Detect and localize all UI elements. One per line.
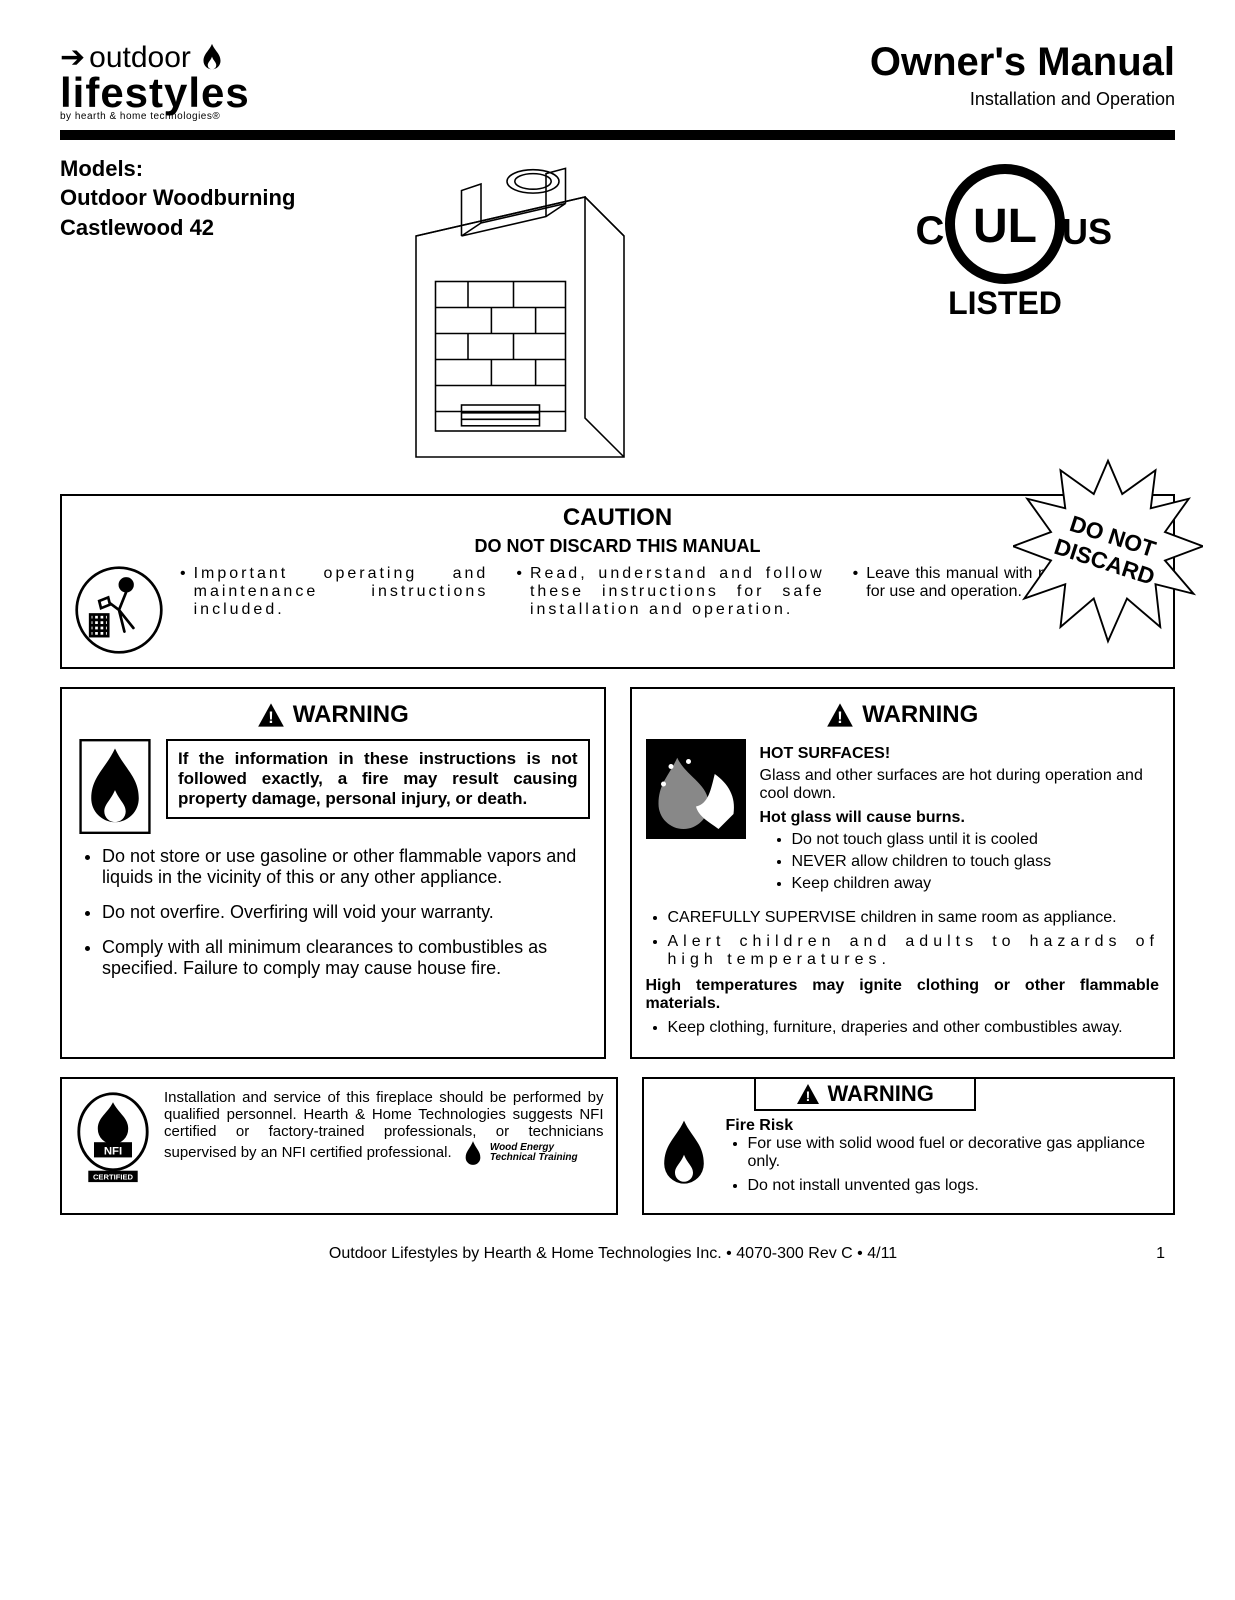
nfi-badge-icon: NFI CERTIFIED — [74, 1089, 152, 1184]
caution-subtitle: DO NOT DISCARD THIS MANUAL — [74, 536, 1161, 557]
lower-row: NFI CERTIFIED Installation and service o… — [60, 1077, 1175, 1215]
ul-listed-mark: UL C US LISTED — [895, 154, 1115, 329]
sup-b2: Alert children and adults to hazards of … — [668, 933, 1160, 969]
models-label: Models: — [60, 154, 360, 184]
warning-left-b1: Do not store or use gasoline or other fl… — [102, 846, 590, 888]
hot-surface-icon — [646, 739, 746, 839]
warning-triangle-icon: ! — [796, 1083, 820, 1105]
flame-small-icon — [462, 1140, 484, 1166]
caution-col2: Read, understand and follow these instru… — [530, 565, 825, 619]
hot-surfaces-title: HOT SURFACES! — [760, 745, 1160, 763]
fire-risk-header: ! WARNING — [754, 1077, 976, 1111]
caution-box: CAUTION DO NOT DISCARD THIS MANUAL •Impo… — [60, 494, 1175, 669]
page-number: 1 — [1156, 1245, 1165, 1263]
svg-text:!: ! — [838, 709, 843, 727]
header-divider — [60, 130, 1175, 140]
warning-row: ! WARNING If the information in these in… — [60, 687, 1175, 1059]
hot-glass-title: Hot glass will cause burns. — [760, 809, 1160, 827]
flame-icon — [654, 1117, 714, 1189]
doc-title: Owner's Manual — [870, 40, 1175, 85]
svg-text:US: US — [1062, 211, 1112, 252]
sup-b1: CAREFULLY SUPERVISE children in same roo… — [668, 909, 1160, 927]
logo-tagline: by hearth & home technologies® — [60, 111, 250, 122]
nfi-box: NFI CERTIFIED Installation and service o… — [60, 1077, 618, 1215]
fire-risk-b1: For use with solid wood fuel or decorati… — [748, 1135, 1160, 1171]
svg-text:NFI: NFI — [104, 1145, 122, 1157]
fire-risk-b2: Do not install unvented gas logs. — [748, 1177, 1160, 1195]
warning-right: ! WARNING HOT SURFACES! Glass and other … — [630, 687, 1176, 1059]
fire-risk-heading: WARNING — [828, 1081, 934, 1107]
warning-left-bullets: Do not store or use gasoline or other fl… — [76, 846, 590, 979]
brand-logo: ➔ outdoor lifestyles by hearth & home te… — [60, 40, 250, 122]
logo-lifestyles: lifestyles — [60, 75, 250, 111]
svg-text:UL: UL — [973, 200, 1037, 253]
wood-energy-l2: Technical Training — [490, 1152, 578, 1163]
caution-title: CAUTION — [74, 504, 1161, 532]
doc-title-block: Owner's Manual Installation and Operatio… — [870, 40, 1175, 110]
flame-icon — [76, 739, 154, 834]
warning-triangle-icon: ! — [826, 702, 854, 728]
warning-triangle-icon: ! — [257, 702, 285, 728]
svg-text:LISTED: LISTED — [948, 285, 1062, 321]
svg-text:!: ! — [805, 1088, 810, 1104]
warning-left-b3: Comply with all minimum clearances to co… — [102, 937, 590, 979]
svg-text:C: C — [916, 209, 945, 253]
supervise-bullets: CAREFULLY SUPERVISE children in same roo… — [646, 909, 1160, 969]
keep-away-bullets: Keep clothing, furniture, draperies and … — [646, 1019, 1160, 1037]
svg-text:CERTIFIED: CERTIFIED — [93, 1172, 134, 1181]
fire-risk-box: ! WARNING Fire Risk For use with solid w… — [642, 1077, 1176, 1215]
warning-right-heading: WARNING — [862, 701, 978, 729]
page-footer: Outdoor Lifestyles by Hearth & Home Tech… — [60, 1245, 1175, 1263]
fire-risk-bullets: For use with solid wood fuel or decorati… — [726, 1135, 1160, 1195]
models-text: Models: Outdoor Woodburning Castlewood 4… — [60, 154, 360, 243]
models-row: Models: Outdoor Woodburning Castlewood 4… — [60, 154, 1175, 474]
fireplace-illustration — [390, 154, 650, 474]
hot-glass-bullets: Do not touch glass until it is cooled NE… — [760, 831, 1160, 893]
models-line2: Castlewood 42 — [60, 213, 360, 243]
hot-surfaces-text: Glass and other surfaces are hot during … — [760, 767, 1160, 803]
warning-left-heading: WARNING — [293, 701, 409, 729]
warning-left-b2: Do not overfire. Overfiring will void yo… — [102, 902, 590, 923]
doc-subtitle: Installation and Operation — [870, 89, 1175, 110]
burns-b2: NEVER allow children to touch glass — [792, 853, 1160, 871]
do-not-discard-burst: DO NOT DISCARD — [1013, 456, 1203, 646]
caution-col1: Important operating and maintenance inst… — [194, 565, 489, 619]
svg-text:!: ! — [268, 709, 273, 727]
warning-left: ! WARNING If the information in these in… — [60, 687, 606, 1059]
footer-text: Outdoor Lifestyles by Hearth & Home Tech… — [70, 1245, 1156, 1263]
header: ➔ outdoor lifestyles by hearth & home te… — [60, 40, 1175, 122]
keep-away: Keep clothing, furniture, draperies and … — [668, 1019, 1160, 1037]
fire-risk-title: Fire Risk — [726, 1117, 1160, 1135]
warning-left-boxtext: If the information in these instructions… — [166, 739, 590, 819]
high-temp-text: High temperatures may ignite clothing or… — [646, 977, 1160, 1013]
no-discard-icon — [74, 565, 164, 655]
burns-b3: Keep children away — [792, 875, 1160, 893]
burns-b1: Do not touch glass until it is cooled — [792, 831, 1160, 849]
models-line1: Outdoor Woodburning — [60, 183, 360, 213]
